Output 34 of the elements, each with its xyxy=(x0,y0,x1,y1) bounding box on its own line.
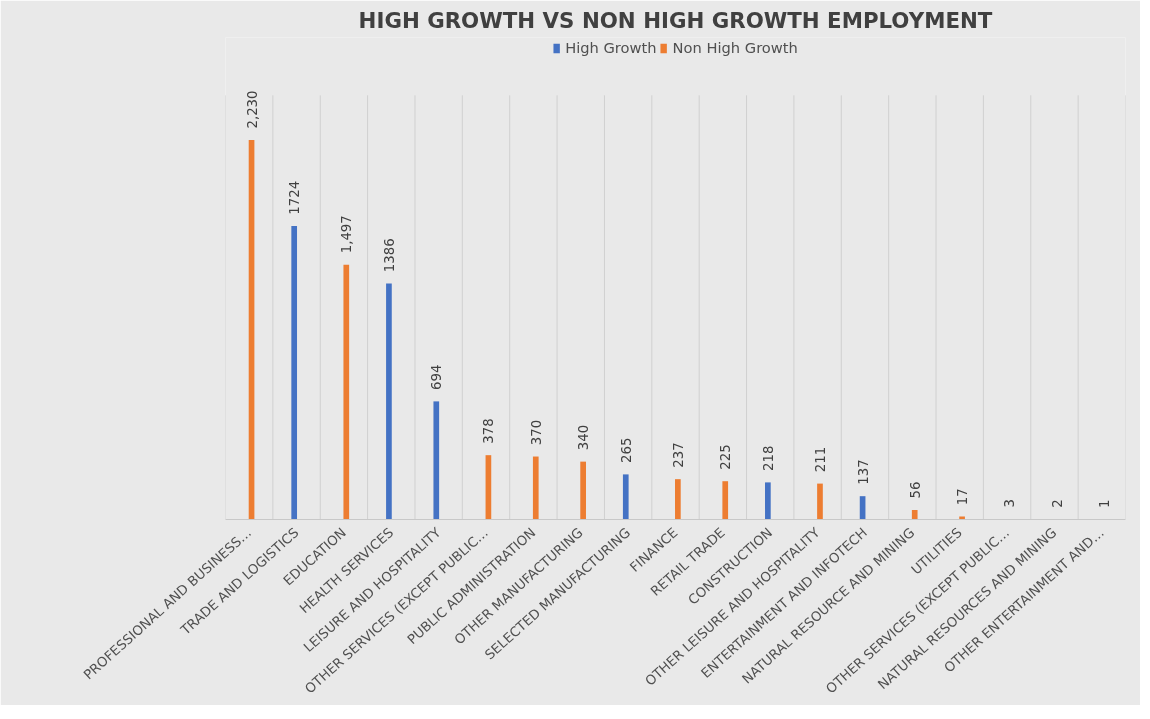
bar xyxy=(433,401,440,520)
bar xyxy=(386,283,392,520)
bar xyxy=(622,474,629,520)
data-label: 370 xyxy=(528,419,544,446)
data-label: 218 xyxy=(760,445,776,472)
bar xyxy=(343,264,350,520)
data-label: 265 xyxy=(618,437,634,464)
legend-label: High Growth xyxy=(565,39,657,56)
data-label: 137 xyxy=(855,459,871,485)
legend-label: Non High Growth xyxy=(672,39,798,56)
data-label: 1 xyxy=(1097,499,1113,508)
data-label: 694 xyxy=(429,364,445,390)
data-label: 17 xyxy=(955,488,971,506)
data-label: 225 xyxy=(718,444,734,470)
data-label: 1724 xyxy=(287,180,303,215)
bar xyxy=(580,461,586,520)
data-label: 211 xyxy=(812,446,828,473)
data-label: 2,230 xyxy=(244,90,260,129)
bar xyxy=(722,481,729,520)
data-label: 1386 xyxy=(381,238,397,273)
bar xyxy=(532,456,539,520)
chart-title: HIGH GROWTH VS NON HIGH GROWTH EMPLOYMENT xyxy=(358,7,993,33)
data-label: 2 xyxy=(1049,499,1065,508)
data-label: 56 xyxy=(907,481,923,499)
bar xyxy=(817,483,823,520)
bar xyxy=(911,509,918,520)
data-label: 1,497 xyxy=(339,215,355,254)
data-label: 237 xyxy=(670,442,686,468)
bar xyxy=(675,479,681,520)
bar xyxy=(291,226,298,520)
bar xyxy=(765,482,771,520)
data-label: 3 xyxy=(1002,499,1018,508)
data-label: 340 xyxy=(576,424,592,451)
data-label: 378 xyxy=(481,418,497,444)
